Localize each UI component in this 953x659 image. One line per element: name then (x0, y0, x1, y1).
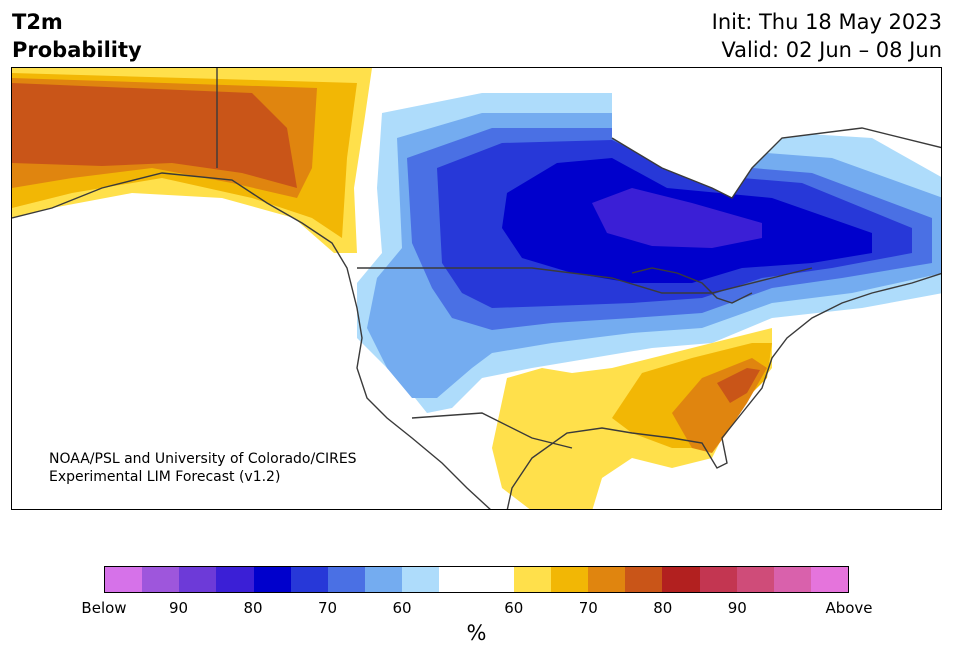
colorbar-tick-label: 80 (653, 599, 673, 617)
great-lakes (631, 267, 753, 304)
title-line-probability: Probability (12, 38, 142, 62)
border-mexico (411, 412, 573, 449)
coastline-west (12, 172, 491, 509)
colorbar-tick-label: 90 (727, 599, 747, 617)
forecast-dates: Init: Thu 18 May 2023 Valid: 02 Jun – 08… (712, 8, 942, 64)
colorbar-tick-label: Above (825, 599, 873, 617)
colorbar-segment (253, 567, 291, 592)
colorbar-segment (773, 567, 811, 592)
valid-date: Valid: 02 Jun – 08 Jun (721, 38, 942, 62)
colorbar-tick-label: 60 (504, 599, 524, 617)
colorbar-segment (402, 567, 440, 592)
colorbar (104, 566, 849, 593)
colorbar-segment (810, 567, 849, 592)
colorbar-tick-label: 80 (243, 599, 263, 617)
map-title: T2m Probability (12, 8, 142, 64)
south-warm-max (717, 368, 760, 403)
coastline-gulf (506, 272, 941, 509)
colorbar-segment (142, 567, 180, 592)
colorbar-tick-label: 70 (578, 599, 598, 617)
colorbar-tick-label: 60 (392, 599, 412, 617)
credit-line-2: Experimental LIM Forecast (v1.2) (49, 469, 281, 485)
title-line-variable: T2m (12, 10, 63, 34)
hudson-shore (611, 127, 941, 199)
colorbar-segment (476, 567, 514, 592)
colorbar-segment (625, 567, 663, 592)
colorbar-unit-label: % (466, 621, 487, 645)
colorbar-tick-label: 70 (317, 599, 338, 617)
colorbar-tick-label: Below (81, 599, 127, 617)
colorbar-segment (699, 567, 737, 592)
colorbar-tick-label: 90 (168, 599, 189, 617)
cool-core (592, 188, 762, 248)
colorbar-segment (179, 567, 217, 592)
border-us-canada (357, 267, 813, 294)
shading-layer (12, 68, 941, 509)
alaska-warm-max (12, 83, 297, 188)
colorbar-segment (327, 567, 366, 592)
colorbar-segment (513, 567, 551, 592)
colorbar-segment (105, 567, 143, 592)
colorbar-segment (736, 567, 774, 592)
init-date: Init: Thu 18 May 2023 (711, 10, 942, 34)
colorbar-segment (662, 567, 700, 592)
map-canvas (12, 68, 941, 509)
credit-text: NOAA/PSL and University of Colorado/CIRE… (49, 450, 357, 486)
colorbar-segment (550, 567, 589, 592)
colorbar-segment (588, 567, 626, 592)
colorbar-ticks: Below 90 80 70 60 60 70 80 90 Above (81, 599, 872, 619)
colorbar-segment (365, 567, 403, 592)
colorbar-segment (439, 567, 477, 592)
boundaries (12, 68, 941, 509)
credit-line-1: NOAA/PSL and University of Colorado/CIRE… (49, 451, 357, 467)
forecast-map (11, 67, 942, 510)
hudson-bay (612, 68, 941, 198)
colorbar-segment (216, 567, 254, 592)
colorbar-segment (290, 567, 328, 592)
